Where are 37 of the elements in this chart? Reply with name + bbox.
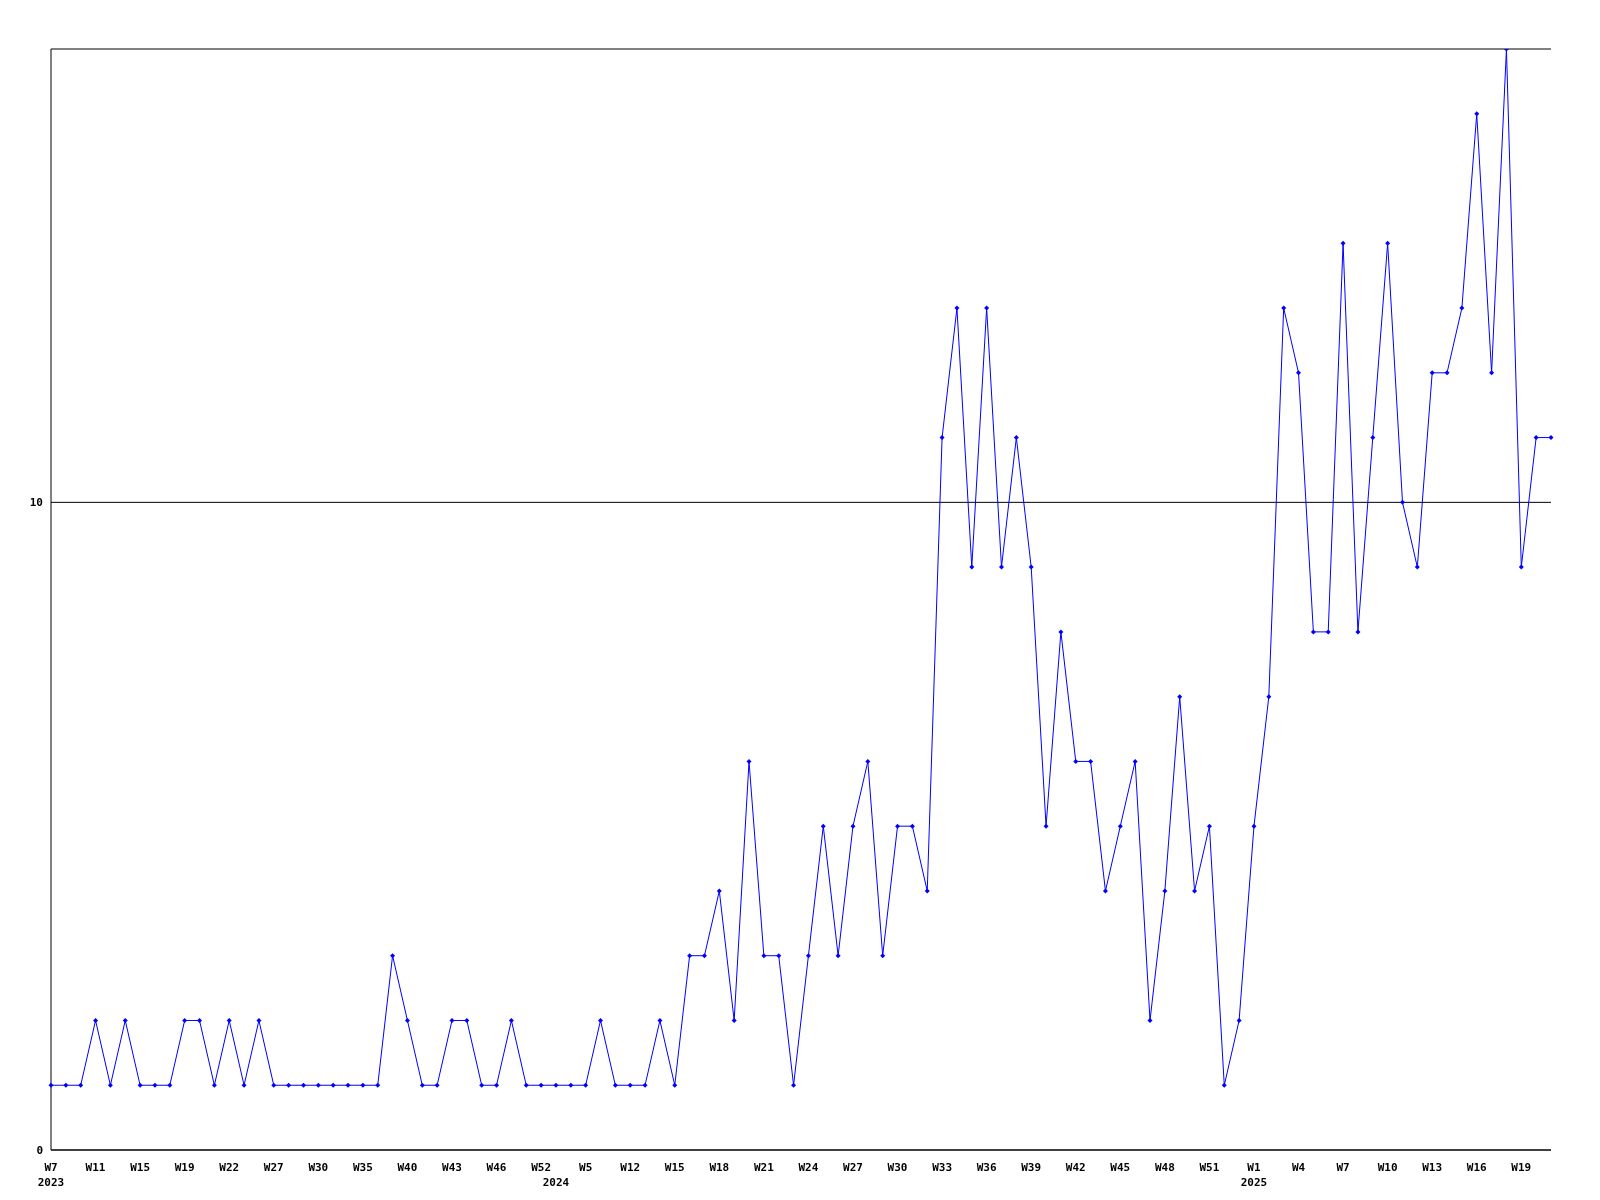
- x-tick-label: W24: [798, 1161, 819, 1174]
- x-tick-label: W12: [620, 1161, 641, 1174]
- x-tick-label: W19: [174, 1161, 195, 1174]
- x-tick-label: W21: [753, 1161, 775, 1174]
- x-tick-label: W13: [1422, 1161, 1443, 1174]
- x-tick-label: W18: [709, 1161, 730, 1174]
- x-tick-label: W43: [442, 1161, 462, 1174]
- x-tick-label: W40: [397, 1161, 418, 1174]
- x-tick-label: W36: [976, 1161, 997, 1174]
- x-tick-label: W7 2023: [37, 1161, 65, 1189]
- x-tick-label: W1 2025: [1240, 1161, 1268, 1189]
- x-tick-label: W27: [843, 1161, 863, 1174]
- y-tick-label: 10: [29, 496, 43, 510]
- x-tick-label: W19: [1511, 1161, 1532, 1174]
- x-tick-label: W51: [1199, 1161, 1220, 1174]
- x-tick-label: W46: [486, 1161, 507, 1174]
- x-tick-label: W52: [531, 1161, 552, 1174]
- x-tick-label: W42: [1065, 1161, 1086, 1174]
- y-tick-label: 0: [36, 1143, 43, 1157]
- x-tick-label: W39: [1021, 1161, 1042, 1174]
- x-tick-label: W10: [1377, 1161, 1398, 1174]
- x-tick-label: W15: [130, 1161, 151, 1174]
- x-tick-label: W22: [219, 1161, 240, 1174]
- x-tick-label: W30: [308, 1161, 329, 1174]
- x-tick-label: W48: [1154, 1161, 1175, 1174]
- x-tick-label: 2024: [542, 1176, 570, 1189]
- x-tick-label: W45: [1110, 1161, 1131, 1174]
- x-tick-label: W7: [1336, 1161, 1350, 1174]
- x-tick-label: W16: [1466, 1161, 1488, 1174]
- x-tick-label: W5: [579, 1161, 593, 1174]
- x-tick-label: W33: [932, 1161, 953, 1174]
- x-tick-label: W11: [85, 1161, 106, 1174]
- x-tick-label: W15: [664, 1161, 685, 1174]
- x-tick-label: W35: [352, 1161, 373, 1174]
- x-tick-label: W4: [1291, 1161, 1306, 1174]
- x-tick-label: W27: [263, 1161, 284, 1174]
- x-tick-label: W30: [887, 1161, 908, 1174]
